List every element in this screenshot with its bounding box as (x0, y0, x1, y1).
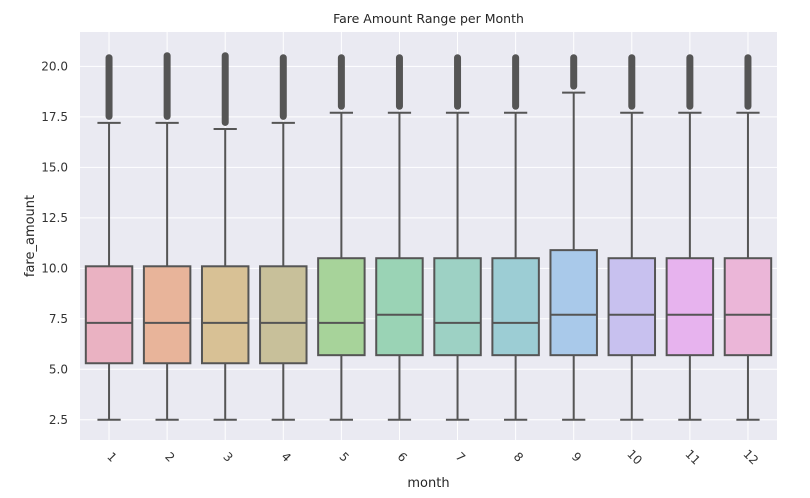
outlier-points (512, 54, 520, 110)
outlier-points (337, 54, 345, 110)
x-tick-label: 6 (395, 450, 410, 465)
iqr-box (607, 257, 657, 357)
y-tick-label: 7.5 (49, 312, 68, 326)
box-month-11 (665, 54, 715, 421)
outlier-points (105, 54, 113, 120)
x-tick-label: 7 (453, 450, 468, 465)
iqr-box (200, 265, 250, 365)
x-tick-label: 8 (511, 450, 526, 465)
y-tick-label: 17.5 (41, 110, 68, 124)
outlier-points (454, 54, 462, 110)
box-month-2 (142, 52, 192, 421)
iqr-box (491, 257, 540, 357)
x-axis-label: month (407, 476, 449, 491)
x-tick-label: 10 (624, 447, 645, 468)
iqr-box (259, 265, 308, 365)
y-tick-label: 2.5 (49, 413, 68, 427)
x-tick-label: 12 (740, 447, 761, 468)
x-tick-label: 3 (220, 450, 235, 465)
box-month-10 (607, 54, 657, 421)
box-month-3 (200, 52, 250, 421)
x-tick-label: 5 (337, 450, 352, 465)
box-month-9 (549, 54, 598, 421)
outlier-points (221, 52, 229, 126)
y-tick-labels: 2.5 5.0 7.5 10.0 12.5 15.0 17.5 20.0 (41, 59, 68, 426)
x-tick-label: 9 (569, 450, 584, 465)
outlier-points (395, 54, 403, 110)
iqr-box (375, 257, 424, 357)
box-month-1 (84, 54, 134, 421)
y-tick-label: 20.0 (41, 59, 68, 73)
iqr-box (433, 257, 482, 357)
x-tick-label: 11 (682, 447, 703, 468)
box-month-12 (723, 54, 773, 421)
iqr-box (84, 265, 134, 365)
y-tick-label: 5.0 (49, 362, 68, 376)
outlier-points (744, 54, 752, 110)
outlier-points (570, 54, 578, 90)
outlier-points (628, 54, 636, 110)
box-month-5 (317, 54, 366, 421)
chart-title: Fare Amount Range per Month (333, 11, 524, 26)
iqr-box (723, 257, 773, 357)
x-tick-label: 4 (278, 450, 293, 465)
box-month-4 (259, 54, 308, 421)
box-month-6 (375, 54, 424, 421)
box-month-7 (433, 54, 482, 421)
boxes-group (84, 52, 773, 421)
box-month-8 (491, 54, 540, 421)
iqr-box (317, 257, 366, 357)
x-tick-label: 1 (104, 450, 119, 465)
outlier-points (279, 54, 287, 120)
outlier-points (686, 54, 694, 110)
x-tick-label: 2 (162, 450, 177, 465)
iqr-box (665, 257, 715, 357)
iqr-box (142, 265, 192, 365)
y-axis-label: fare_amount (23, 195, 38, 277)
y-tick-label: 15.0 (41, 160, 68, 174)
y-tick-label: 12.5 (41, 211, 68, 225)
x-tick-labels: 1 2 3 4 5 6 7 8 9 10 11 12 (104, 447, 761, 468)
plot-area (80, 32, 777, 440)
iqr-box (549, 249, 598, 357)
y-tick-label: 10.0 (41, 261, 68, 275)
outlier-points (163, 52, 171, 120)
